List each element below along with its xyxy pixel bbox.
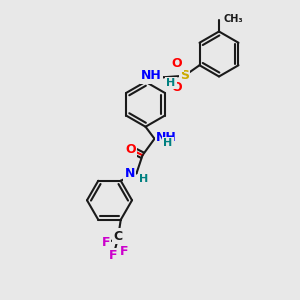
Text: NH: NH <box>156 131 177 144</box>
Text: F: F <box>119 245 128 258</box>
Text: S: S <box>180 69 189 82</box>
Text: N: N <box>124 167 135 180</box>
Text: C: C <box>113 230 122 243</box>
Text: O: O <box>125 143 136 156</box>
Text: F: F <box>101 236 110 249</box>
Text: H: H <box>164 138 172 148</box>
Text: O: O <box>172 57 182 70</box>
Text: H: H <box>140 174 148 184</box>
Text: O: O <box>172 81 182 94</box>
Text: CH₃: CH₃ <box>224 14 243 25</box>
Text: F: F <box>109 249 118 262</box>
Text: H: H <box>167 78 176 88</box>
Text: NH: NH <box>141 69 162 82</box>
